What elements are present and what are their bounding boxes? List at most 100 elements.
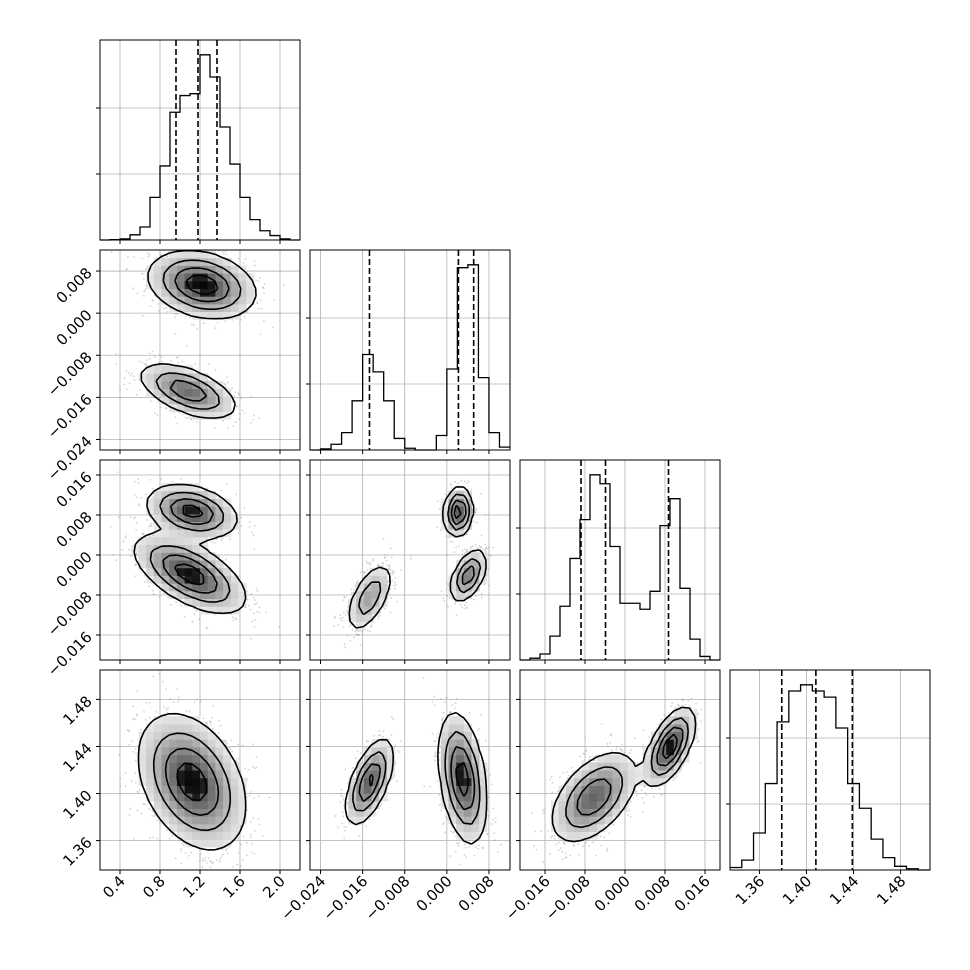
sample-point	[151, 299, 154, 302]
density-cell	[161, 273, 170, 282]
sample-point	[252, 816, 255, 819]
density-cell	[184, 483, 193, 492]
density-cell	[230, 303, 239, 312]
sample-point	[174, 313, 177, 315]
sample-point	[273, 299, 275, 302]
sample-point	[134, 772, 137, 774]
histogram-panel-0	[96, 39, 301, 244]
sample-point	[263, 292, 265, 294]
density-cell	[230, 583, 239, 592]
density-cell	[161, 373, 170, 382]
sample-point	[149, 524, 152, 527]
density-cell	[238, 288, 247, 297]
sample-point	[174, 416, 177, 418]
sample-point	[145, 701, 148, 704]
sample-point	[124, 772, 127, 774]
density-cell	[200, 567, 209, 576]
density-cell	[176, 303, 186, 312]
sample-point	[129, 555, 132, 558]
sample-point	[119, 388, 121, 391]
sample-point	[152, 836, 155, 839]
sample-point	[250, 637, 253, 640]
density-cell	[230, 513, 239, 522]
sample-point	[158, 361, 160, 364]
sample-point	[141, 532, 144, 535]
sample-point	[191, 620, 194, 623]
sample-point	[211, 727, 214, 730]
contour-level	[133, 483, 247, 615]
density-cell	[169, 265, 178, 274]
sample-point	[179, 849, 182, 852]
density-cell	[146, 731, 155, 740]
sample-point	[237, 532, 240, 534]
sample-point	[303, 858, 305, 860]
density-cell	[192, 521, 201, 530]
contours	[133, 483, 247, 615]
sample-point	[137, 482, 140, 484]
density-cell	[161, 536, 170, 546]
density-cell	[223, 606, 232, 615]
density-cell	[138, 770, 147, 779]
sample-point	[160, 406, 163, 409]
sample-point	[167, 596, 169, 599]
sample-point	[158, 247, 160, 249]
density-cell	[169, 388, 178, 397]
density-cell	[184, 373, 193, 382]
sample-point	[144, 288, 147, 291]
density-cell	[223, 513, 232, 522]
sample-point	[186, 710, 188, 712]
density-cell	[192, 575, 201, 584]
density-cell	[184, 552, 193, 561]
density-cell	[215, 606, 224, 615]
sample-point	[151, 815, 154, 817]
density-cell	[146, 373, 155, 382]
sample-point	[134, 718, 136, 721]
sample-point	[252, 534, 255, 537]
density-cell	[184, 521, 193, 530]
sample-point	[152, 487, 155, 490]
sample-point	[278, 626, 281, 628]
density-cell	[184, 575, 193, 584]
density-cell	[169, 513, 178, 522]
sample-point	[198, 860, 201, 862]
density-cell	[153, 552, 162, 561]
sample-point	[253, 414, 255, 417]
density-cell	[184, 288, 193, 297]
density-cell	[176, 288, 186, 297]
sample-point	[224, 320, 227, 323]
sample-point	[146, 519, 149, 521]
sample-point	[188, 416, 191, 418]
density-cell	[169, 536, 178, 546]
sample-point	[199, 700, 202, 703]
sample-point	[166, 310, 169, 313]
sample-point	[248, 526, 251, 528]
sample-point	[132, 750, 134, 753]
histogram-step	[520, 474, 720, 661]
sample-point	[195, 698, 198, 701]
sample-point	[168, 837, 171, 840]
contour-level	[140, 250, 257, 419]
sample-point	[136, 790, 139, 793]
sample-point	[256, 301, 258, 304]
sample-point	[199, 853, 202, 855]
density-cell	[223, 257, 232, 266]
density-cell	[207, 498, 216, 507]
sample-point	[242, 835, 245, 838]
sample-point	[185, 315, 188, 317]
sample-point	[240, 516, 242, 519]
density-cell	[192, 506, 201, 515]
density-cell	[223, 265, 232, 274]
sample-point	[221, 537, 224, 540]
histogram-step	[310, 264, 510, 451]
sample-point	[132, 705, 135, 708]
sample-point	[165, 407, 168, 410]
sample-point	[128, 743, 131, 746]
sample-point	[207, 363, 210, 366]
sample-point	[153, 593, 156, 596]
sample-point	[249, 833, 252, 836]
density-cell	[200, 490, 209, 499]
density-cell	[169, 498, 178, 507]
sample-point	[149, 478, 152, 481]
density-cell	[176, 544, 186, 553]
density-cell	[169, 521, 178, 530]
